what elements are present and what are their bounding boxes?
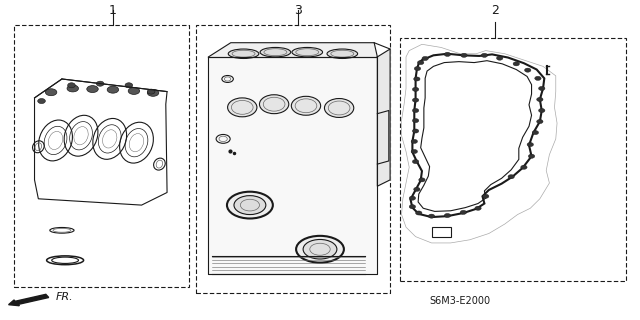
Text: 2: 2 <box>492 4 499 18</box>
Ellipse shape <box>87 85 99 92</box>
Ellipse shape <box>125 83 132 88</box>
Ellipse shape <box>147 89 159 96</box>
Ellipse shape <box>412 87 419 92</box>
Ellipse shape <box>45 89 57 96</box>
Ellipse shape <box>128 87 140 94</box>
Ellipse shape <box>409 196 415 200</box>
Ellipse shape <box>38 99 45 104</box>
Bar <box>399 38 626 281</box>
Ellipse shape <box>537 97 543 101</box>
Ellipse shape <box>527 142 534 147</box>
Ellipse shape <box>411 139 417 143</box>
Ellipse shape <box>497 56 503 60</box>
Ellipse shape <box>475 206 481 210</box>
Text: 1: 1 <box>109 4 117 18</box>
Ellipse shape <box>539 108 545 113</box>
Ellipse shape <box>234 196 266 214</box>
Text: 3: 3 <box>294 4 301 18</box>
Ellipse shape <box>107 86 118 93</box>
Ellipse shape <box>419 178 425 182</box>
Ellipse shape <box>228 98 257 117</box>
Ellipse shape <box>412 118 419 123</box>
Ellipse shape <box>481 53 488 57</box>
Ellipse shape <box>412 98 419 102</box>
Ellipse shape <box>422 56 428 60</box>
Bar <box>14 25 189 287</box>
Ellipse shape <box>483 194 489 198</box>
Ellipse shape <box>414 67 420 71</box>
Ellipse shape <box>508 175 515 179</box>
Ellipse shape <box>539 86 545 91</box>
Ellipse shape <box>227 192 273 219</box>
Ellipse shape <box>327 49 358 59</box>
Ellipse shape <box>292 47 323 57</box>
Ellipse shape <box>147 89 155 94</box>
FancyArrow shape <box>8 294 49 306</box>
Ellipse shape <box>303 239 337 259</box>
Ellipse shape <box>529 154 535 158</box>
Ellipse shape <box>228 49 259 59</box>
Ellipse shape <box>411 149 417 154</box>
Bar <box>196 25 390 293</box>
Ellipse shape <box>412 129 419 133</box>
Ellipse shape <box>535 76 541 80</box>
Ellipse shape <box>537 119 543 124</box>
Ellipse shape <box>413 77 420 81</box>
Polygon shape <box>209 57 378 275</box>
Ellipse shape <box>461 53 467 57</box>
Ellipse shape <box>415 211 422 215</box>
Ellipse shape <box>521 165 527 169</box>
Ellipse shape <box>412 108 419 113</box>
Ellipse shape <box>291 96 321 115</box>
Ellipse shape <box>417 60 424 65</box>
Ellipse shape <box>428 214 435 218</box>
Ellipse shape <box>67 85 79 92</box>
Ellipse shape <box>460 210 467 214</box>
Polygon shape <box>378 49 390 186</box>
Ellipse shape <box>412 160 419 164</box>
Ellipse shape <box>413 187 420 191</box>
Ellipse shape <box>296 236 344 263</box>
Ellipse shape <box>409 204 415 209</box>
Ellipse shape <box>324 99 354 117</box>
Text: FR.: FR. <box>56 292 73 301</box>
Ellipse shape <box>68 83 76 88</box>
Ellipse shape <box>259 95 289 114</box>
Ellipse shape <box>97 81 104 86</box>
Ellipse shape <box>444 213 451 218</box>
Ellipse shape <box>444 52 451 56</box>
Text: S6M3-E2000: S6M3-E2000 <box>429 296 491 306</box>
Ellipse shape <box>525 68 531 72</box>
Ellipse shape <box>532 131 539 135</box>
Ellipse shape <box>260 47 291 57</box>
Ellipse shape <box>513 62 520 66</box>
Polygon shape <box>209 43 378 60</box>
